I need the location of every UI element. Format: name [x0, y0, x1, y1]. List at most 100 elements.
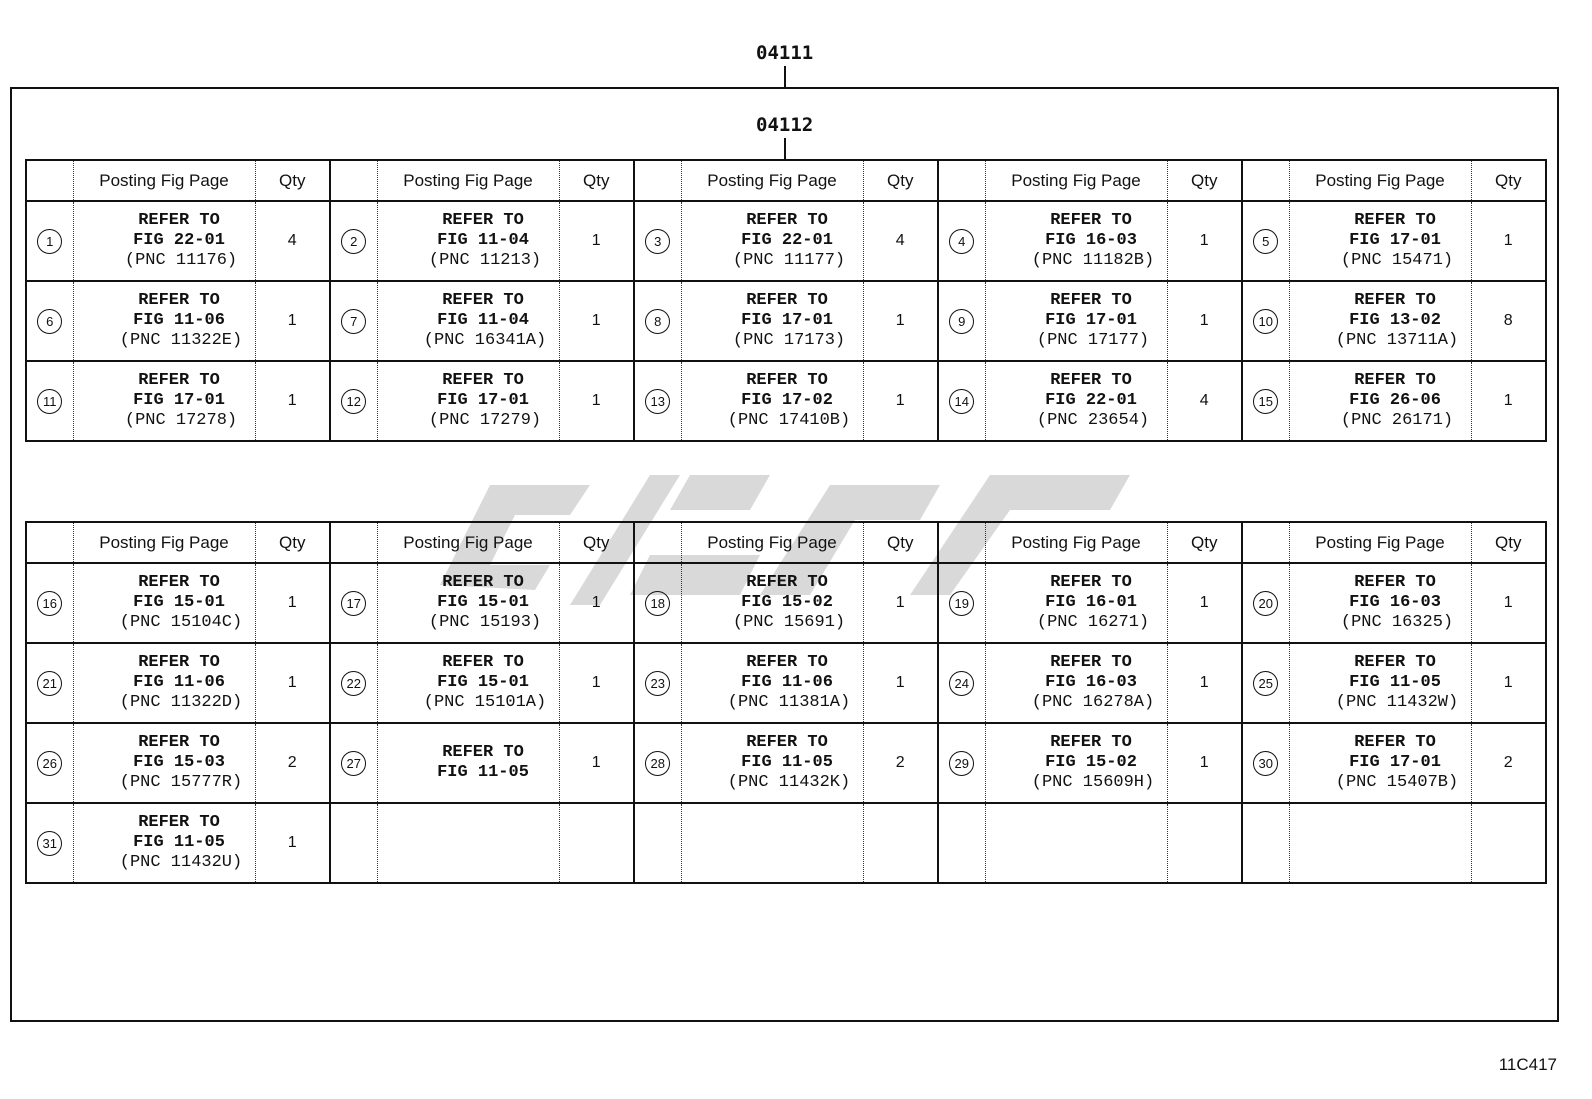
table-row: 31 REFER TO FIG 11-05 (PNC 11432U) 1 [25, 802, 1547, 884]
qty-cell: 1 [862, 360, 939, 442]
header-no [1241, 521, 1290, 564]
item-number-badge: 26 [37, 750, 63, 776]
qty-cell: 1 [558, 642, 635, 724]
posting-cell [984, 802, 1168, 884]
header-no [329, 521, 378, 564]
qty-cell: 1 [1166, 562, 1243, 644]
fig-ref-link[interactable]: FIG 17-01 [133, 391, 225, 410]
item-number-badge: 21 [37, 670, 63, 696]
table-row: 1 REFER TO FIG 22-01 (PNC 11176) 4 2 REFER TO F… [25, 200, 1547, 282]
fig-ref-link[interactable]: FIG 11-05 [133, 833, 225, 852]
refer-label: REFER TO [442, 211, 524, 230]
fig-ref-link[interactable]: FIG 17-02 [741, 391, 833, 410]
fig-ref-link[interactable]: FIG 11-06 [133, 673, 225, 692]
header-posting: Posting Fig Page [680, 521, 864, 564]
posting-cell: REFER TO FIG 13-02 (PNC 13711A) [1288, 280, 1472, 362]
qty-cell: 1 [1166, 200, 1243, 282]
item-number-badge: 19 [949, 590, 975, 616]
refer-label: REFER TO [1354, 573, 1436, 592]
fig-ref-link[interactable]: FIG 15-01 [437, 673, 529, 692]
item-number-badge: 1 [37, 228, 63, 254]
item-number-cell: 7 [329, 280, 378, 362]
fig-ref-link[interactable]: FIG 11-06 [133, 311, 225, 330]
item-number-cell: 30 [1241, 722, 1290, 804]
qty-cell: 1 [862, 562, 939, 644]
header-posting: Posting Fig Page [72, 159, 256, 202]
item-number-cell: 16 [25, 562, 74, 644]
fig-ref-link[interactable]: FIG 17-01 [1045, 311, 1137, 330]
fig-ref-link[interactable]: FIG 15-02 [741, 593, 833, 612]
posting-cell [680, 802, 864, 884]
item-number-badge: 7 [341, 308, 367, 334]
item-number-cell: 28 [633, 722, 682, 804]
header-qty: Qty [862, 159, 939, 202]
pnc-code: (PNC 15777R) [119, 773, 243, 792]
item-number-badge: 4 [949, 228, 975, 254]
fig-ref-link[interactable]: FIG 15-01 [437, 593, 529, 612]
refer-label: REFER TO [1050, 211, 1132, 230]
item-number-badge: 27 [341, 750, 367, 776]
qty-cell [1470, 802, 1547, 884]
item-number-cell: 2 [329, 200, 378, 282]
qty-cell: 2 [254, 722, 331, 804]
posting-cell: REFER TO FIG 11-06 (PNC 11381A) [680, 642, 864, 724]
header-qty: Qty [558, 521, 635, 564]
fig-ref-link[interactable]: FIG 15-01 [133, 593, 225, 612]
qty-cell [558, 802, 635, 884]
header-posting: Posting Fig Page [984, 521, 1168, 564]
item-number-cell: 1 [25, 200, 74, 282]
qty-cell: 1 [862, 642, 939, 724]
pnc-code: (PNC 11322E) [119, 331, 243, 350]
fig-ref-link[interactable]: FIG 11-04 [437, 311, 529, 330]
group-label-inner: 04112 [756, 114, 814, 136]
fig-ref-link[interactable]: FIG 11-04 [437, 231, 529, 250]
pnc-code: (PNC 11182B) [1031, 251, 1155, 270]
fig-ref-link[interactable]: FIG 16-03 [1045, 231, 1137, 250]
fig-ref-link[interactable]: FIG 11-06 [741, 673, 833, 692]
item-number-cell: 10 [1241, 280, 1290, 362]
pnc-code: (PNC 11213) [428, 251, 542, 270]
posting-cell: REFER TO FIG 15-02 (PNC 15609H) [984, 722, 1168, 804]
item-number-badge: 25 [1253, 670, 1279, 696]
table-row: 21 REFER TO FIG 11-06 (PNC 11322D) 1 22 REFER … [25, 642, 1547, 724]
refer-label: REFER TO [1050, 573, 1132, 592]
leader-line-inner [784, 138, 786, 159]
leader-line-outer [784, 66, 786, 87]
pnc-code: (PNC 15691) [732, 613, 846, 632]
item-number-badge: 8 [645, 308, 671, 334]
fig-ref-link[interactable]: FIG 22-01 [741, 231, 833, 250]
fig-ref-link[interactable]: FIG 15-02 [1045, 753, 1137, 772]
refer-label: REFER TO [1354, 653, 1436, 672]
fig-ref-link[interactable]: FIG 17-01 [741, 311, 833, 330]
item-number-cell: 5 [1241, 200, 1290, 282]
posting-cell: REFER TO FIG 11-05 [376, 722, 560, 804]
fig-ref-link[interactable]: FIG 13-02 [1349, 311, 1441, 330]
diagram-frame [10, 87, 1559, 1022]
pnc-code: (PNC 13711A) [1335, 331, 1459, 350]
fig-ref-link[interactable]: FIG 16-03 [1045, 673, 1137, 692]
qty-cell: 1 [558, 562, 635, 644]
posting-cell: REFER TO FIG 17-02 (PNC 17410B) [680, 360, 864, 442]
fig-ref-link[interactable]: FIG 17-01 [1349, 753, 1441, 772]
fig-ref-link[interactable]: FIG 22-01 [1045, 391, 1137, 410]
fig-ref-link[interactable]: FIG 16-03 [1349, 593, 1441, 612]
posting-cell: REFER TO FIG 16-03 (PNC 16278A) [984, 642, 1168, 724]
table-row: 6 REFER TO FIG 11-06 (PNC 11322E) 1 7 REFER TO… [25, 280, 1547, 362]
fig-ref-link[interactable]: FIG 17-01 [1349, 231, 1441, 250]
item-number-cell: 12 [329, 360, 378, 442]
fig-ref-link[interactable]: FIG 11-05 [437, 763, 529, 782]
fig-ref-link[interactable]: FIG 26-06 [1349, 391, 1441, 410]
fig-ref-link[interactable]: FIG 15-03 [133, 753, 225, 772]
pnc-code: (PNC 16325) [1340, 613, 1454, 632]
fig-ref-link[interactable]: FIG 11-05 [1349, 673, 1441, 692]
fig-ref-link[interactable]: FIG 17-01 [437, 391, 529, 410]
item-number-badge: 24 [949, 670, 975, 696]
fig-ref-link[interactable]: FIG 16-01 [1045, 593, 1137, 612]
header-row: Posting Fig Page Qty Posting Fig Page Qty Po… [25, 521, 1547, 564]
item-number-cell: 24 [937, 642, 986, 724]
fig-ref-link[interactable]: FIG 11-05 [741, 753, 833, 772]
fig-ref-link[interactable]: FIG 22-01 [133, 231, 225, 250]
qty-cell: 1 [254, 360, 331, 442]
item-number-badge: 3 [645, 228, 671, 254]
pnc-code: (PNC 26171) [1340, 411, 1454, 430]
